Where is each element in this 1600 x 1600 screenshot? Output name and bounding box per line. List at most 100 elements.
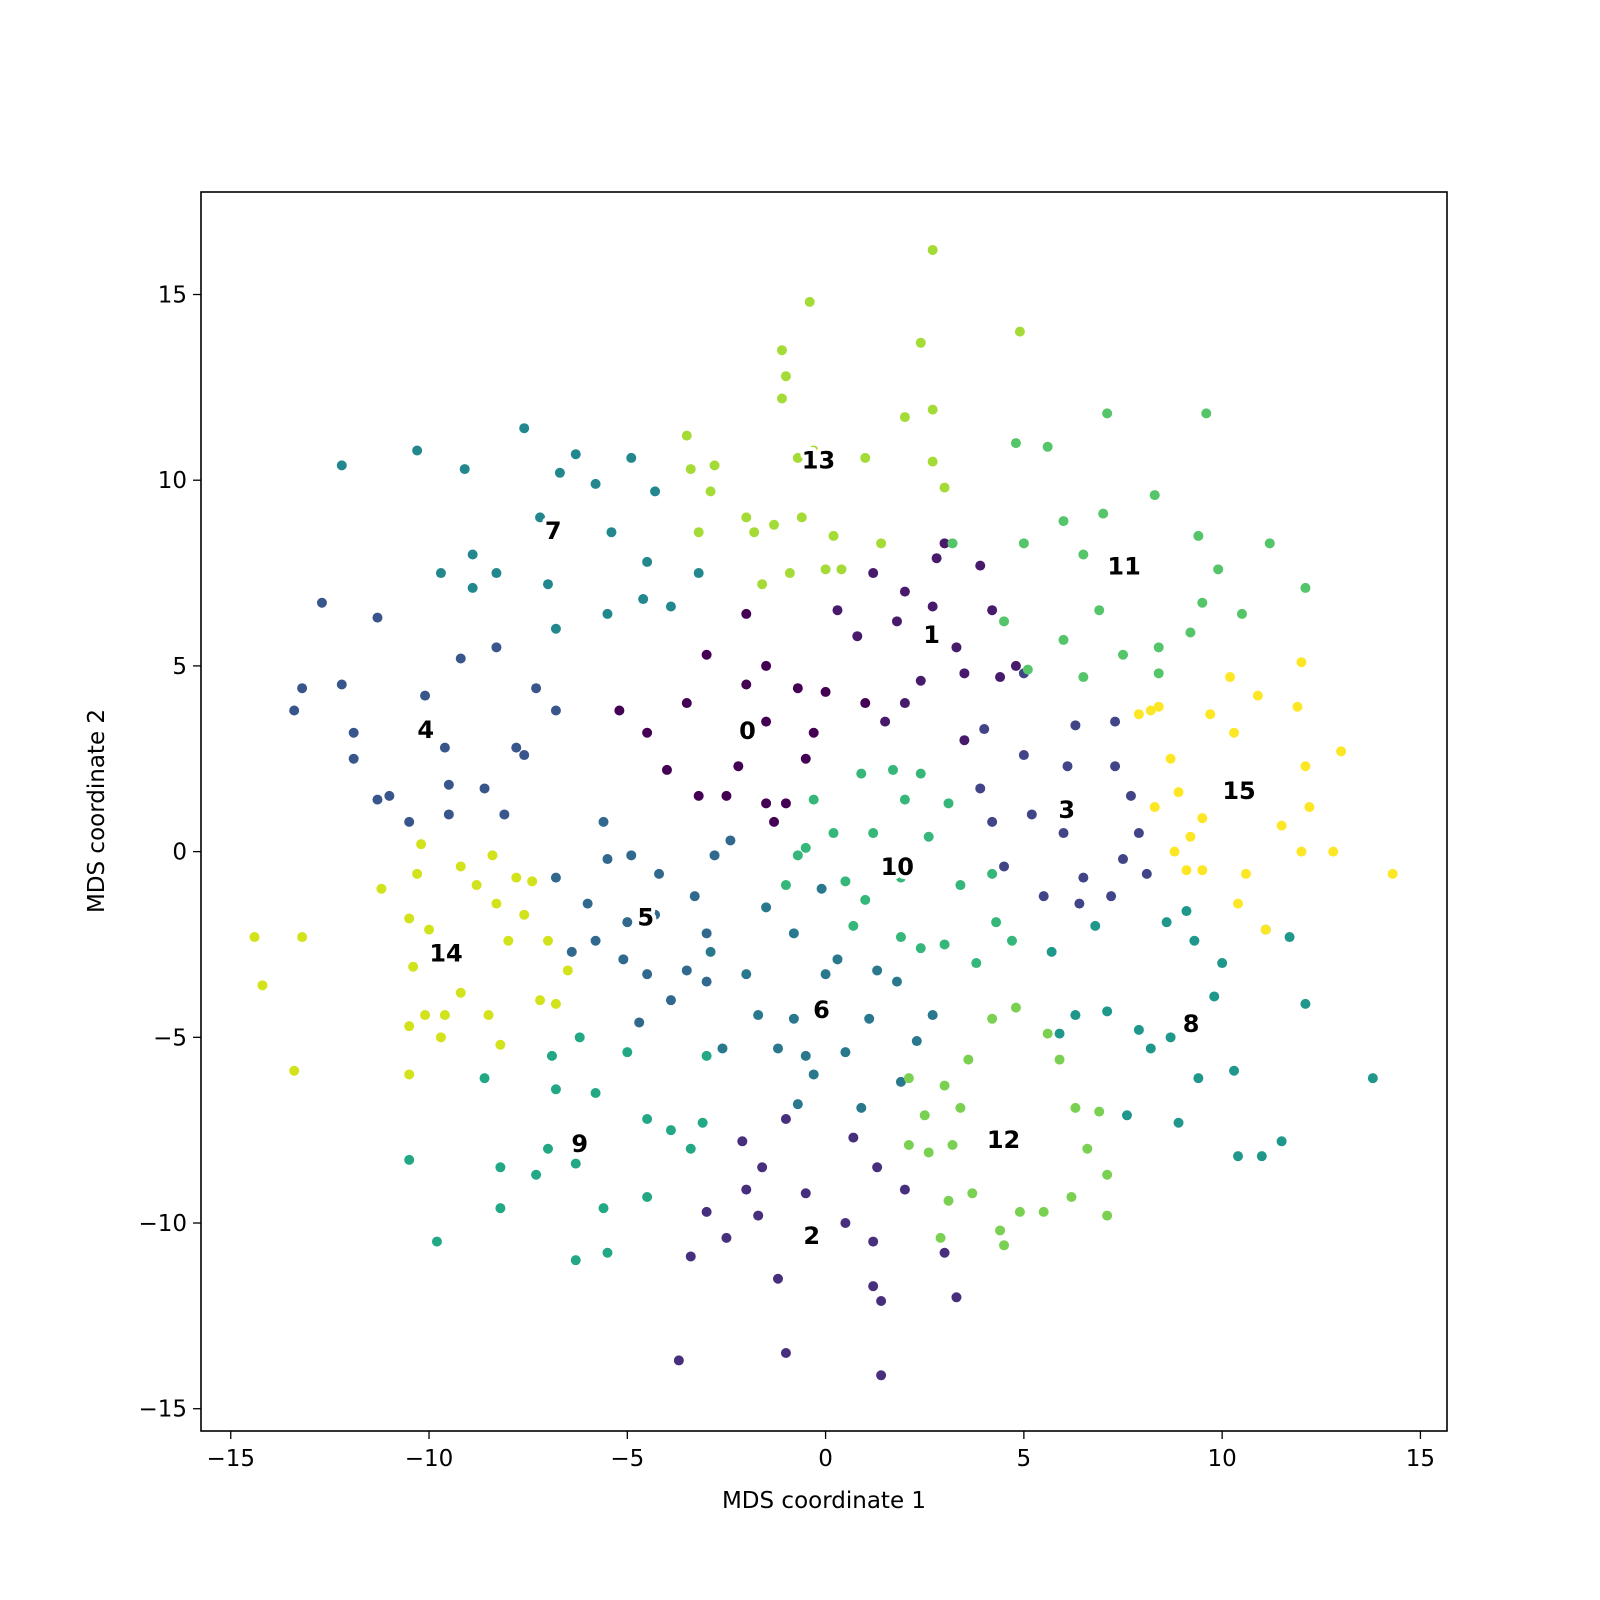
point (491, 642, 502, 653)
point (1058, 634, 1069, 645)
cluster-label: 13 (802, 446, 835, 474)
point (1106, 891, 1117, 902)
point (697, 1117, 708, 1128)
point (967, 1188, 978, 1199)
point (443, 779, 454, 790)
point (915, 768, 926, 779)
point (975, 783, 986, 794)
point (582, 898, 593, 909)
point (1118, 649, 1129, 660)
point (535, 995, 546, 1006)
point (550, 1084, 561, 1095)
point (1193, 1073, 1204, 1084)
point (788, 1013, 799, 1024)
point (1197, 865, 1208, 876)
y-tick-label: 15 (158, 283, 187, 309)
point (1217, 958, 1228, 969)
point (741, 969, 752, 980)
point (1145, 705, 1156, 716)
point (761, 716, 772, 727)
point (1102, 1210, 1113, 1221)
point (562, 965, 573, 976)
point (598, 816, 609, 827)
point (1026, 809, 1037, 820)
point (1018, 538, 1029, 549)
point (1042, 1028, 1053, 1039)
point (420, 690, 431, 701)
point (336, 460, 347, 471)
point (1141, 868, 1152, 879)
point (995, 1225, 1006, 1236)
y-tick-label: 5 (172, 654, 187, 680)
point (832, 954, 843, 965)
point (479, 783, 490, 794)
point (899, 1184, 910, 1195)
cluster-label: 6 (813, 996, 830, 1024)
point (792, 850, 803, 861)
y-tick-label: −5 (153, 1025, 187, 1051)
point (737, 1136, 748, 1147)
point (1240, 868, 1251, 879)
point (590, 935, 601, 946)
point (443, 809, 454, 820)
point (634, 1017, 645, 1028)
point (1145, 1043, 1156, 1054)
point (665, 1125, 676, 1136)
point (546, 1050, 557, 1061)
point (511, 742, 522, 753)
point (895, 1076, 906, 1087)
point (1094, 605, 1105, 616)
point (1284, 932, 1295, 943)
x-tick-label: −5 (610, 1446, 644, 1472)
point (1054, 1028, 1065, 1039)
point (1078, 549, 1089, 560)
point (1197, 813, 1208, 824)
cluster-label: 12 (987, 1126, 1020, 1154)
point (455, 861, 466, 872)
point (784, 568, 795, 579)
point (542, 579, 553, 590)
point (1010, 438, 1021, 449)
cluster-label: 1 (923, 621, 940, 649)
point (796, 512, 807, 523)
point (1260, 924, 1271, 935)
point (915, 675, 926, 686)
point (800, 1188, 811, 1199)
point (1304, 802, 1315, 813)
point (1161, 917, 1172, 928)
point (1070, 1010, 1081, 1021)
point (733, 761, 744, 772)
point (336, 679, 347, 690)
point (693, 790, 704, 801)
point (951, 1292, 962, 1303)
point (618, 954, 629, 965)
point (828, 828, 839, 839)
point (499, 809, 510, 820)
point (642, 556, 653, 567)
y-tick-label: −10 (138, 1211, 187, 1237)
point (1153, 642, 1164, 653)
point (963, 1054, 974, 1065)
point (642, 1192, 653, 1203)
point (872, 965, 883, 976)
point (780, 1348, 791, 1359)
points (249, 244, 1398, 1381)
point (412, 445, 423, 456)
point (860, 698, 871, 709)
point (665, 601, 676, 612)
point (923, 831, 934, 842)
point (1181, 906, 1192, 917)
point (408, 961, 419, 972)
point (1256, 1151, 1267, 1162)
point (1038, 891, 1049, 902)
point (689, 891, 700, 902)
point (808, 1069, 819, 1080)
point (420, 1010, 431, 1021)
point (404, 1154, 415, 1165)
point (1233, 1151, 1244, 1162)
point (836, 564, 847, 575)
point (1300, 582, 1311, 593)
point (701, 1050, 712, 1061)
